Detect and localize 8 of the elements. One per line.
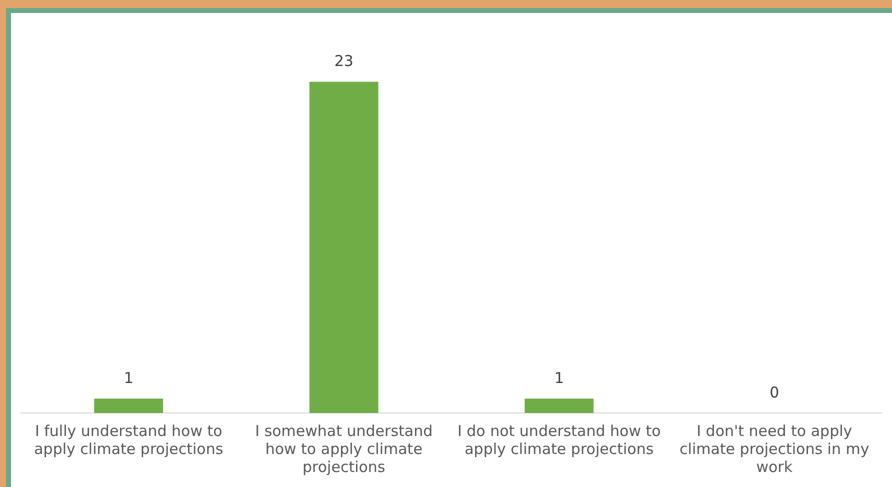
data-label: 1 (554, 368, 564, 387)
data-label: 1 (124, 368, 134, 387)
x-tick-label: I somewhat understand how to apply climate projections (255, 422, 433, 476)
data-label: 23 (334, 52, 354, 70)
x-tick-label: I fully understand how to apply climate projections (34, 422, 224, 458)
data-label: 0 (770, 383, 780, 402)
x-tick-label: I don't need to apply climate projections in my work (680, 422, 870, 476)
x-tick-label: I do not understand how to apply climate projections (457, 422, 661, 458)
